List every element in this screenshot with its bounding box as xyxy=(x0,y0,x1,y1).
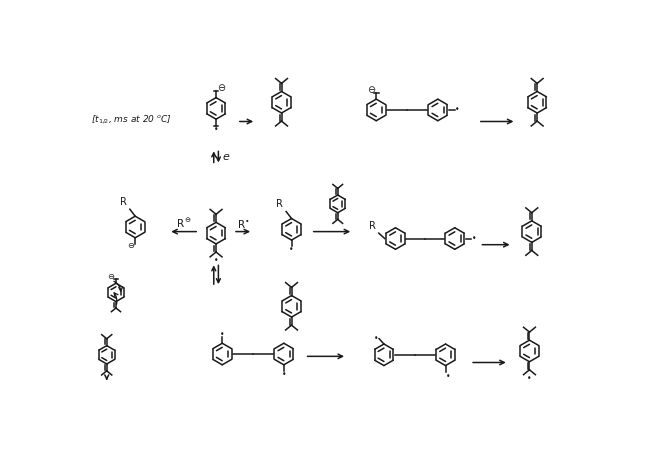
Text: •: • xyxy=(220,330,224,339)
Text: •: • xyxy=(289,245,294,255)
Text: •: • xyxy=(456,106,460,114)
Text: R: R xyxy=(120,197,127,207)
Text: ⊖: ⊖ xyxy=(127,241,134,250)
Text: e: e xyxy=(222,152,229,162)
Text: •: • xyxy=(472,234,477,243)
Text: •: • xyxy=(446,372,450,381)
Text: ⊖: ⊖ xyxy=(367,85,375,95)
Text: ⊖: ⊖ xyxy=(107,272,114,281)
Text: •: • xyxy=(527,374,532,383)
Text: [t$_{1/2}$, ms at 20 $^{o}$C]: [t$_{1/2}$, ms at 20 $^{o}$C] xyxy=(92,113,172,127)
Text: R$^\ominus$: R$^\ominus$ xyxy=(176,217,192,230)
Text: ⊖: ⊖ xyxy=(217,83,226,93)
Text: •: • xyxy=(374,334,378,343)
Text: R: R xyxy=(276,199,283,209)
Text: R$^{\bullet}$: R$^{\bullet}$ xyxy=(236,218,249,230)
Text: R: R xyxy=(369,221,375,231)
Text: •: • xyxy=(282,370,286,379)
Text: •: • xyxy=(214,125,218,134)
Text: •: • xyxy=(214,256,218,265)
